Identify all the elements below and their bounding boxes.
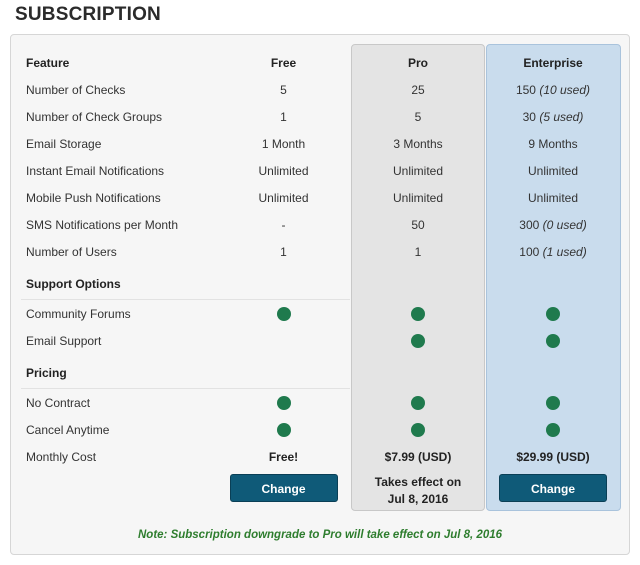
included-dot-icon (546, 306, 560, 321)
enterprise-value: 9 Months (486, 130, 620, 157)
feature-label: Community Forums (26, 306, 131, 321)
table-row: Number of Check Groups 1 5 30 (5 used) (21, 103, 620, 130)
pro-value: 5 (414, 109, 422, 124)
pricing-heading: Pricing (21, 354, 217, 389)
pro-value: Unlimited (392, 190, 443, 205)
section-header-row: Pricing (21, 354, 620, 389)
support-options-heading: Support Options (21, 265, 217, 300)
feature-label: Number of Users (26, 244, 117, 259)
free-plan-header: Free (270, 55, 297, 70)
pro-value: 3 Months (393, 136, 443, 151)
included-dot-icon (411, 333, 425, 348)
enterprise-usage: (1 used) (542, 244, 587, 259)
feature-label: Email Storage (26, 136, 102, 151)
feature-label: Instant Email Notifications (26, 163, 165, 178)
free-value: Unlimited (258, 190, 309, 205)
monthly-cost-row: Monthly Cost Free! $7.99 (USD) $29.99 (U… (21, 443, 620, 470)
table-row: Community Forums (21, 300, 620, 328)
table-header-row: Feature Free Pro Enterprise (21, 49, 620, 76)
section-header-row: Support Options (21, 265, 620, 300)
enterprise-usage: (0 used) (542, 217, 587, 232)
enterprise-value: 150 (10 used) (486, 76, 620, 103)
included-dot-icon (411, 306, 425, 321)
free-value: 1 Month (261, 136, 306, 151)
free-value: - (281, 217, 286, 232)
table-row: Mobile Push Notifications Unlimited Unli… (21, 184, 620, 211)
included-dot-icon (546, 333, 560, 348)
enterprise-column-highlight (486, 44, 621, 511)
pro-value: Unlimited (392, 163, 443, 178)
pro-value: 1 (414, 244, 422, 259)
enterprise-value: 300 (0 used) (486, 211, 620, 238)
feature-label: Email Support (26, 333, 102, 348)
free-price: Free! (268, 449, 299, 464)
enterprise-value: 30 (5 used) (486, 103, 620, 130)
free-value: 1 (280, 244, 287, 259)
included-dot-icon (411, 395, 425, 410)
table-row: SMS Notifications per Month - 50 300 (0 … (21, 211, 620, 238)
feature-label: Mobile Push Notifications (26, 190, 161, 205)
enterprise-usage: (5 used) (539, 109, 584, 124)
feature-label: Monthly Cost (26, 449, 97, 464)
enterprise-change-button[interactable]: Change (499, 474, 607, 502)
table-row: Email Support (21, 327, 620, 354)
enterprise-plan-header: Enterprise (523, 55, 583, 70)
table-row: Email Storage 1 Month 3 Months 9 Months (21, 130, 620, 157)
downgrade-note: Note: Subscription downgrade to Pro will… (137, 529, 503, 541)
table-row: Number of Users 1 1 100 (1 used) (21, 238, 620, 265)
pro-value: 50 (411, 217, 425, 232)
feature-label: No Contract (26, 395, 91, 410)
enterprise-amount: 300 (519, 217, 540, 232)
enterprise-value: 100 (1 used) (486, 238, 620, 265)
free-value: 1 (280, 109, 287, 124)
pro-value: 25 (411, 82, 425, 97)
table-row: No Contract (21, 389, 620, 417)
enterprise-amount: Unlimited (527, 190, 578, 205)
free-value: Unlimited (258, 163, 309, 178)
feature-column-header: Feature (26, 55, 70, 70)
enterprise-value: Unlimited (486, 184, 620, 211)
pro-price: $7.99 (USD) (384, 449, 452, 464)
table-row: Number of Checks 5 25 150 (10 used) (21, 76, 620, 103)
enterprise-amount: 100 (519, 244, 540, 259)
included-dot-icon (411, 422, 425, 437)
enterprise-value: Unlimited (486, 157, 620, 184)
enterprise-price: $29.99 (USD) (516, 449, 590, 464)
pro-plan-header: Pro (407, 55, 428, 70)
feature-label: SMS Notifications per Month (26, 217, 179, 232)
enterprise-amount: Unlimited (527, 163, 578, 178)
feature-label: Number of Checks (26, 82, 126, 97)
enterprise-amount: 30 (522, 109, 536, 124)
page-title: SUBSCRIPTION (15, 4, 161, 25)
included-dot-icon (546, 395, 560, 410)
enterprise-usage: (10 used) (539, 82, 591, 97)
included-dot-icon (276, 395, 291, 410)
pro-effective-notice: Takes effect on Jul 8, 2016 (355, 474, 481, 508)
plan-comparison-table: Feature Free Pro Enterprise Number of Ch… (21, 49, 620, 516)
included-dot-icon (276, 422, 291, 437)
free-change-button[interactable]: Change (229, 474, 338, 502)
enterprise-amount: 150 (515, 82, 536, 97)
pro-effective-line1: Takes effect on (374, 475, 462, 489)
table-row: Instant Email Notifications Unlimited Un… (21, 157, 620, 184)
table-row: Cancel Anytime (21, 416, 620, 443)
pro-effective-line2: Jul 8, 2016 (387, 492, 449, 506)
included-dot-icon (276, 306, 291, 321)
free-value: 5 (280, 82, 287, 97)
included-dot-icon (546, 422, 560, 437)
enterprise-amount: 9 Months (528, 136, 578, 151)
actions-row: Change Takes effect on Jul 8, 2016 Chang… (21, 470, 620, 516)
feature-label: Number of Check Groups (26, 109, 163, 124)
feature-label: Cancel Anytime (26, 422, 110, 437)
